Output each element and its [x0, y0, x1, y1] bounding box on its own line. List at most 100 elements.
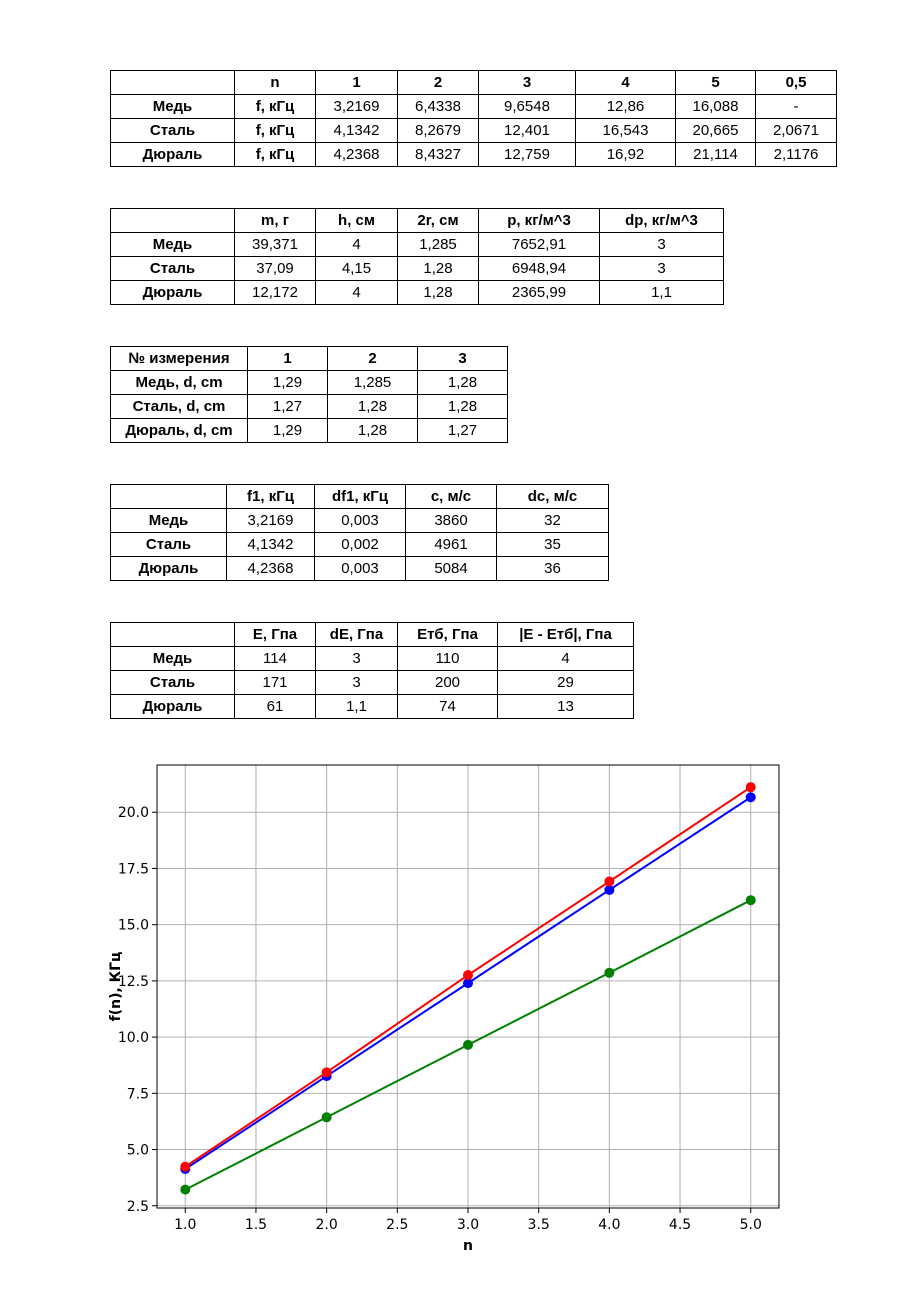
table-cell: 1,1 [315, 694, 398, 719]
table-cell: 1,29 [247, 370, 328, 395]
table-header-cell: E, Гпа [234, 622, 316, 647]
row-label: Дюраль [110, 142, 235, 167]
table-cell: 1,1 [599, 280, 724, 305]
table-cell: 8,4327 [397, 142, 479, 167]
table-cell: 37,09 [234, 256, 316, 281]
table-header-cell: c, м/с [405, 484, 497, 509]
table-header-row: n 1 2 3 4 5 0,5 [110, 70, 837, 95]
table-cell: 9,6548 [478, 94, 576, 119]
row-label: Медь [110, 646, 235, 671]
table-row: Дюраль f, кГц 4,2368 8,4327 12,759 16,92… [110, 142, 837, 167]
table-cell: 4 [497, 646, 634, 671]
table-cell: 4 [315, 280, 398, 305]
sound-speed-table: f1, кГц df1, кГц c, м/с dc, м/с Медь 3,2… [110, 484, 609, 581]
table-header-cell: 0,5 [755, 70, 837, 95]
table-cell: 39,371 [234, 232, 316, 257]
table-cell: 3 [315, 670, 398, 695]
data-point [604, 884, 615, 895]
x-tick-label: 5.0 [740, 1217, 762, 1233]
table-cell: 4,1342 [226, 532, 315, 557]
table-cell: 4961 [405, 532, 497, 557]
table-cell: 2,1176 [755, 142, 837, 167]
table-cell: 110 [397, 646, 498, 671]
table-row: Сталь, d, cm 1,27 1,28 1,28 [110, 394, 508, 419]
table-cell: 3 [315, 646, 398, 671]
table-cell: 20,665 [675, 118, 756, 143]
table-cell: 12,86 [575, 94, 676, 119]
data-point [745, 895, 756, 906]
table-header-cell: 5 [675, 70, 756, 95]
row-label: Сталь [110, 118, 235, 143]
table-cell: 114 [234, 646, 316, 671]
y-tick-label: 17.5 [118, 861, 149, 877]
y-tick-label: 2.5 [127, 1199, 149, 1215]
table-header-cell: Етб, Гпа [397, 622, 498, 647]
table-cell: 3,2169 [226, 508, 315, 533]
table-cell: 171 [234, 670, 316, 695]
table-cell: 1,28 [417, 370, 508, 395]
table-header-row: № измерения 1 2 3 [110, 346, 508, 371]
table-header-cell: m, г [234, 208, 316, 233]
table-cell: 2,0671 [755, 118, 837, 143]
table-row: Дюраль, d, cm 1,29 1,28 1,27 [110, 418, 508, 443]
table-cell: 1,285 [327, 370, 418, 395]
frequency-table: n 1 2 3 4 5 0,5 Медь f, кГц 3,2169 6,433… [110, 70, 837, 167]
table-cell: 0,003 [314, 508, 406, 533]
row-label: Медь [110, 508, 227, 533]
table-header-cell [110, 208, 235, 233]
table-header-cell: 2 [397, 70, 479, 95]
table-cell: 16,92 [575, 142, 676, 167]
data-point [321, 1067, 332, 1078]
table-cell: 4,15 [315, 256, 398, 281]
row-label: Дюраль [110, 694, 235, 719]
row-label: Сталь [110, 532, 227, 557]
table-cell: 21,114 [675, 142, 756, 167]
data-point [463, 978, 473, 989]
x-axis-label: n [463, 1238, 473, 1254]
data-point [180, 1184, 191, 1195]
table-header-cell: 4 [575, 70, 676, 95]
table-cell: 8,2679 [397, 118, 479, 143]
row-label: Медь, d, cm [110, 370, 248, 395]
table-cell: 6948,94 [478, 256, 600, 281]
table-row: Дюраль 4,2368 0,003 5084 36 [110, 556, 609, 581]
table-header-cell: 3 [417, 346, 508, 371]
table-cell: 3860 [405, 508, 497, 533]
table-row: Сталь 37,09 4,15 1,28 6948,94 3 [110, 256, 724, 281]
table-header-row: f1, кГц df1, кГц c, м/с dc, м/с [110, 484, 609, 509]
y-tick-label: 12.5 [118, 974, 149, 990]
table-cell: 3,2169 [315, 94, 398, 119]
row-label: Сталь, d, cm [110, 394, 248, 419]
table-header-cell: dc, м/с [496, 484, 609, 509]
table-cell: 16,088 [675, 94, 756, 119]
table-cell: 4 [315, 232, 398, 257]
table-cell: 74 [397, 694, 498, 719]
table-cell: 35 [496, 532, 609, 557]
table-header-cell: № измерения [110, 346, 248, 371]
row-label: Медь [110, 232, 235, 257]
table-cell: 13 [497, 694, 634, 719]
x-tick-label: 2.5 [386, 1217, 408, 1233]
y-axis-label: f(n), КГц [108, 952, 124, 1022]
table-row: Медь 114 3 110 4 [110, 646, 634, 671]
table-cell: 1,285 [397, 232, 479, 257]
data-point [463, 970, 473, 981]
diameter-table: № измерения 1 2 3 Медь, d, cm 1,29 1,285… [110, 346, 508, 443]
table-row: Медь f, кГц 3,2169 6,4338 9,6548 12,86 1… [110, 94, 837, 119]
table-header-cell [110, 70, 235, 95]
table-header-cell [110, 484, 227, 509]
table-header-cell: 1 [247, 346, 328, 371]
x-tick-label: 4.0 [598, 1217, 620, 1233]
table-header-cell [110, 622, 235, 647]
chart-series [180, 782, 756, 1195]
y-tick-label: 20.0 [118, 805, 149, 821]
data-point [745, 782, 756, 793]
table-cell: 3 [599, 232, 724, 257]
x-tick-label: 1.5 [245, 1217, 267, 1233]
table-row: Медь 3,2169 0,003 3860 32 [110, 508, 609, 533]
table-header-cell: |E - Етб|, Гпа [497, 622, 634, 647]
y-tick-label: 7.5 [127, 1086, 149, 1102]
data-point [321, 1112, 332, 1123]
table-cell: 32 [496, 508, 609, 533]
young-modulus-table: E, Гпа dE, Гпа Етб, Гпа |E - Етб|, Гпа М… [110, 622, 634, 719]
